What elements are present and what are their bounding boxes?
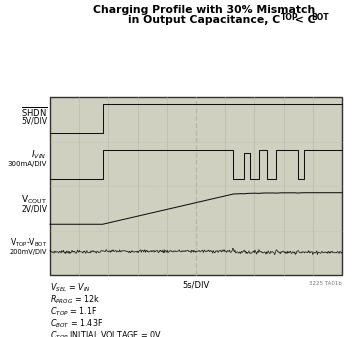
Text: I$_{\mathregular{VIN}}$: I$_{\mathregular{VIN}}$ bbox=[31, 149, 47, 161]
Bar bbox=[50, 97, 342, 275]
Text: V$_{\mathregular{COUT}}$: V$_{\mathregular{COUT}}$ bbox=[21, 193, 47, 206]
Text: 300mA/DIV: 300mA/DIV bbox=[8, 161, 47, 167]
Text: BOT: BOT bbox=[311, 13, 329, 22]
Text: Charging Profile with 30% Mismatch: Charging Profile with 30% Mismatch bbox=[93, 5, 315, 15]
Text: TOP: TOP bbox=[281, 13, 298, 22]
Text: $V_{SEL}$ = $V_{IN}$: $V_{SEL}$ = $V_{IN}$ bbox=[50, 281, 91, 294]
Text: 200mV/DIV: 200mV/DIV bbox=[10, 249, 47, 255]
Text: $C_{BOT}$ = 1.43F: $C_{BOT}$ = 1.43F bbox=[50, 317, 103, 330]
Text: $R_{PROG}$ = 12k: $R_{PROG}$ = 12k bbox=[50, 293, 100, 306]
Text: 2V/DIV: 2V/DIV bbox=[21, 204, 47, 213]
Text: 5V/DIV: 5V/DIV bbox=[21, 116, 47, 125]
Text: $C_{TOP}$ INITIAL VOLTAGE = 0V: $C_{TOP}$ INITIAL VOLTAGE = 0V bbox=[50, 329, 162, 337]
Text: $C_{TOP}$ = 1.1F: $C_{TOP}$ = 1.1F bbox=[50, 305, 98, 317]
Text: V$_{\mathregular{TOP}}$-V$_{\mathregular{BOT}}$: V$_{\mathregular{TOP}}$-V$_{\mathregular… bbox=[10, 237, 47, 249]
Text: < C: < C bbox=[291, 15, 316, 25]
Text: in Output Capacitance, C: in Output Capacitance, C bbox=[128, 15, 280, 25]
Text: $\overline{\rm S}\overline{\rm HDN}$: $\overline{\rm S}\overline{\rm HDN}$ bbox=[21, 105, 47, 119]
Text: 3225 TA01b: 3225 TA01b bbox=[309, 281, 342, 286]
Text: 5s/DIV: 5s/DIV bbox=[182, 281, 210, 290]
